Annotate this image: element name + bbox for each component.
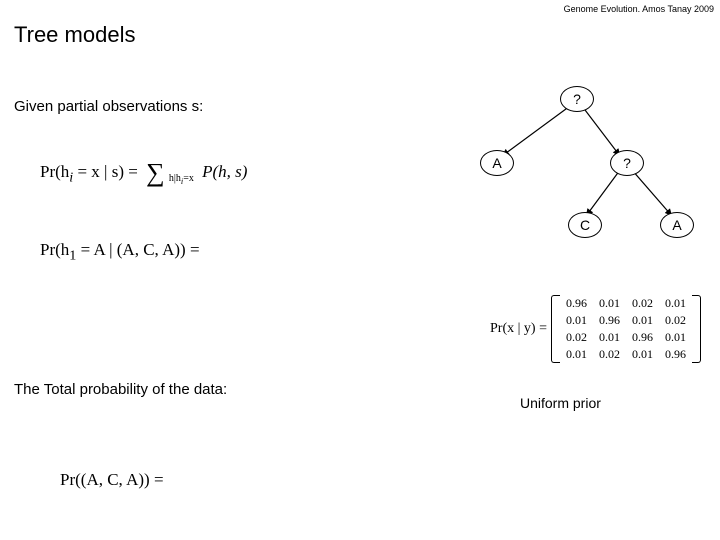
matrix-cell: 0.96 bbox=[659, 346, 692, 363]
matrix-cell: 0.02 bbox=[659, 312, 692, 329]
matrix-label: Pr(x | y) = bbox=[490, 321, 547, 337]
eq1-mid: = x | s) = bbox=[73, 162, 142, 181]
eq1-rhs: P(h, s) bbox=[202, 162, 247, 181]
uniform-prior-text: Uniform prior bbox=[520, 395, 601, 411]
tree-node-rightQ: ? bbox=[610, 150, 644, 176]
matrix-cell: 0.01 bbox=[593, 295, 626, 312]
sigma-icon: ∑ h|hi=x bbox=[146, 160, 194, 186]
matrix-cell: 0.01 bbox=[560, 346, 593, 363]
matrix-cell: 0.02 bbox=[560, 329, 593, 346]
matrix-cell: 0.01 bbox=[593, 329, 626, 346]
matrix-row: 0.010.020.010.96 bbox=[560, 346, 692, 363]
bracket-right-icon bbox=[692, 295, 701, 363]
bracket-left-icon bbox=[551, 295, 560, 363]
eq1-lhs: Pr(h bbox=[40, 162, 69, 181]
equation-1: Pr(hi = x | s) = ∑ h|hi=x P(h, s) bbox=[40, 160, 247, 186]
matrix-cell: 0.96 bbox=[626, 329, 659, 346]
tree-node-leftA: A bbox=[480, 150, 514, 176]
course-header: Genome Evolution. Amos Tanay 2009 bbox=[564, 4, 714, 14]
matrix-cell: 0.01 bbox=[560, 312, 593, 329]
matrix-cell: 0.96 bbox=[593, 312, 626, 329]
matrix-row: 0.020.010.960.01 bbox=[560, 329, 692, 346]
eq2-pre: Pr(h bbox=[40, 240, 69, 259]
matrix-row: 0.960.010.020.01 bbox=[560, 295, 692, 312]
tree-diagram: ? A? C A bbox=[420, 80, 700, 260]
tree-node-leafA: A bbox=[660, 212, 694, 238]
total-prob-text: The Total probability of the data: bbox=[14, 380, 274, 400]
eq1-sum-lower: h|h bbox=[169, 173, 181, 184]
matrix-table: 0.960.010.020.010.010.960.010.020.020.01… bbox=[560, 295, 692, 363]
matrix-cell: 0.01 bbox=[659, 329, 692, 346]
given-text: Given partial observations s: bbox=[14, 98, 203, 115]
matrix-cell: 0.02 bbox=[593, 346, 626, 363]
equation-2: Pr(h1 = A | (A, C, A)) = bbox=[40, 240, 200, 264]
matrix-cell: 0.01 bbox=[659, 295, 692, 312]
matrix-row: 0.010.960.010.02 bbox=[560, 312, 692, 329]
matrix-cell: 0.96 bbox=[560, 295, 593, 312]
matrix-cell: 0.02 bbox=[626, 295, 659, 312]
matrix-cell: 0.01 bbox=[626, 312, 659, 329]
eq1-sum-lower2: =x bbox=[183, 173, 194, 184]
matrix-cell: 0.01 bbox=[626, 346, 659, 363]
tree-node-leafC: C bbox=[568, 212, 602, 238]
page-title: Tree models bbox=[14, 22, 135, 48]
transition-matrix: Pr(x | y) = 0.960.010.020.010.010.960.01… bbox=[490, 295, 701, 363]
tree-node-root: ? bbox=[560, 86, 594, 112]
eq2-rest: = A | (A, C, A)) = bbox=[76, 240, 199, 259]
tree-edges bbox=[420, 80, 700, 260]
equation-3: Pr((A, C, A)) = bbox=[60, 470, 164, 490]
